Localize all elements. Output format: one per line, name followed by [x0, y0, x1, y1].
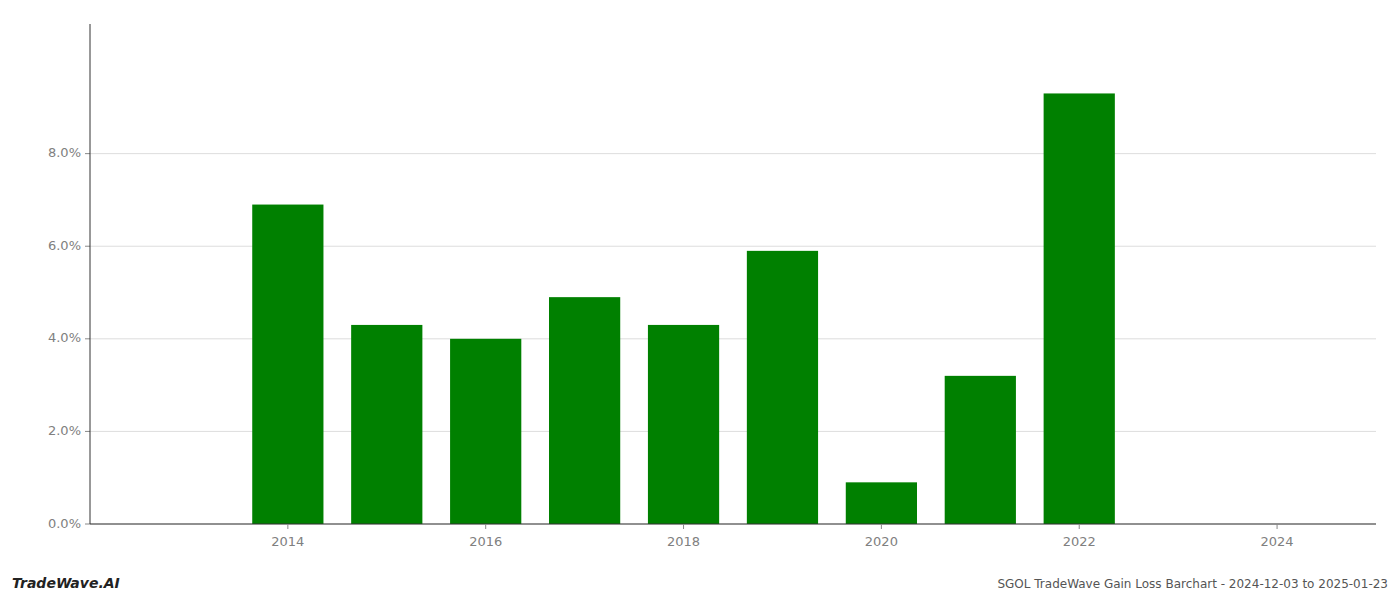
y-tick	[85, 246, 90, 247]
x-tick-label: 2018	[667, 534, 700, 549]
bar	[252, 205, 323, 524]
bar	[846, 482, 917, 524]
annotation: SGOL TradeWave Gain Loss Barchart - 2024…	[997, 577, 1388, 591]
x-tick-label: 2016	[469, 534, 502, 549]
bar	[450, 339, 521, 524]
x-tick	[1277, 524, 1278, 529]
grid	[90, 154, 1376, 524]
x-tick	[485, 524, 486, 529]
grid-line	[90, 153, 1376, 154]
y-tick-label: 0.0%	[48, 516, 81, 531]
x-axis-line	[90, 524, 1376, 525]
background	[0, 0, 1400, 600]
y-tick	[85, 338, 90, 339]
y-tick	[85, 431, 90, 432]
y-axis: 0.0% 2.0% 4.0% 6.0% 8.0%	[48, 145, 90, 530]
x-tick-label: 2020	[865, 534, 898, 549]
y-tick-label: 6.0%	[48, 238, 81, 253]
x-tick	[683, 524, 684, 529]
y-tick-label: 4.0%	[48, 330, 81, 345]
bar	[351, 325, 422, 524]
x-tick	[287, 524, 288, 529]
x-tick	[1079, 524, 1080, 529]
bar	[549, 297, 620, 524]
bar	[1044, 93, 1115, 524]
x-tick	[881, 524, 882, 529]
bars	[252, 93, 1115, 524]
y-tick-label: 8.0%	[48, 145, 81, 160]
grid-line	[90, 524, 1376, 525]
x-tick-label: 2014	[271, 534, 304, 549]
x-tick-label: 2024	[1261, 534, 1294, 549]
y-tick-label: 2.0%	[48, 423, 81, 438]
y-tick	[85, 524, 90, 525]
x-tick-label: 2022	[1063, 534, 1096, 549]
bar	[945, 376, 1016, 524]
chart: 0.0% 2.0% 4.0% 6.0% 8.0% 2014 2016 2018 2020 2022…	[0, 0, 1400, 600]
annotation: TradeWave.AI	[12, 575, 120, 591]
y-tick	[85, 153, 90, 154]
y-axis-line	[90, 24, 91, 524]
bar	[747, 251, 818, 524]
bar	[648, 325, 719, 524]
x-axis: 2014 2016 2018 2020 2022 2024	[271, 524, 1293, 549]
